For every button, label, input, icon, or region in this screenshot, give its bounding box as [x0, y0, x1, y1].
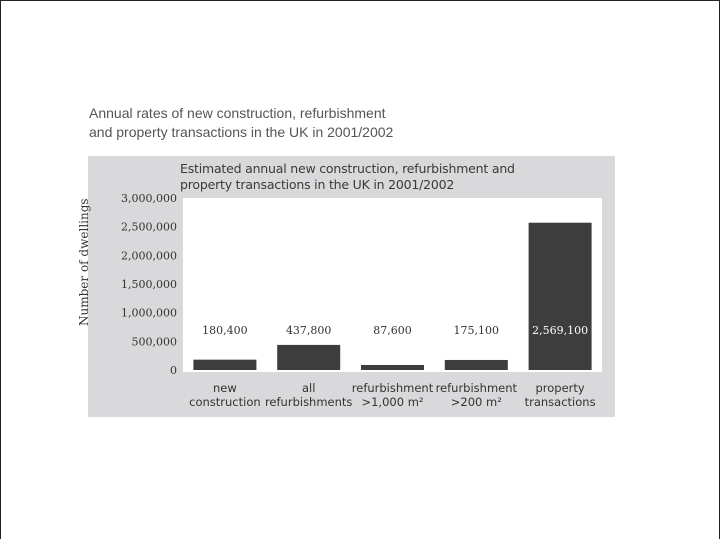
slide-caption: Annual rates of new construction, refurb… [89, 104, 509, 142]
y-tick-label: 500,000 [132, 335, 178, 348]
data-label: 180,400 [202, 324, 248, 337]
data-label: 2,569,100 [532, 324, 588, 337]
chart-title-line-2: property transactions in the UK in 2001/… [180, 177, 455, 192]
data-label: 437,800 [286, 324, 332, 337]
x-tick-label: refurbishment [436, 381, 518, 395]
x-tick-label: construction [189, 395, 261, 409]
x-tick-label: transactions [525, 395, 596, 409]
x-tick-label: >200 m² [451, 395, 502, 409]
chart-figure: Estimated annual new construction, refur… [77, 156, 615, 417]
chart-title-line-1: Estimated annual new construction, refur… [180, 161, 515, 176]
bar [361, 364, 424, 370]
y-tick-label: 3,000,000 [121, 192, 177, 205]
chart-title: Estimated annual new construction, refur… [180, 161, 580, 193]
x-tick-label: all [302, 381, 315, 395]
caption-line-1: Annual rates of new construction, refurb… [89, 105, 386, 121]
data-label: 175,100 [454, 324, 500, 337]
y-tick-label: 1,000,000 [121, 307, 177, 320]
x-tick-label: >1,000 m² [361, 395, 423, 409]
caption-line-2: and property transactions in the UK in 2… [89, 124, 394, 140]
x-tick-label: property [535, 381, 584, 395]
x-tick-label: refurbishment [352, 381, 434, 395]
data-label: 87,600 [373, 324, 412, 337]
y-tick-label: 1,500,000 [121, 278, 177, 291]
x-tick-label: new [213, 381, 237, 395]
chart-svg: 0 500,000 1,000,000 1,500,000 2,000,000 2,500… [121, 192, 596, 409]
x-tick-label: refurbishments [265, 395, 352, 409]
bar [193, 359, 257, 370]
bar [277, 344, 341, 370]
y-tick-label: 2,000,000 [121, 249, 177, 262]
bar [444, 359, 508, 370]
y-tick-label: 0 [170, 364, 177, 377]
y-tick-label: 2,500,000 [121, 221, 177, 234]
bar [528, 222, 592, 370]
